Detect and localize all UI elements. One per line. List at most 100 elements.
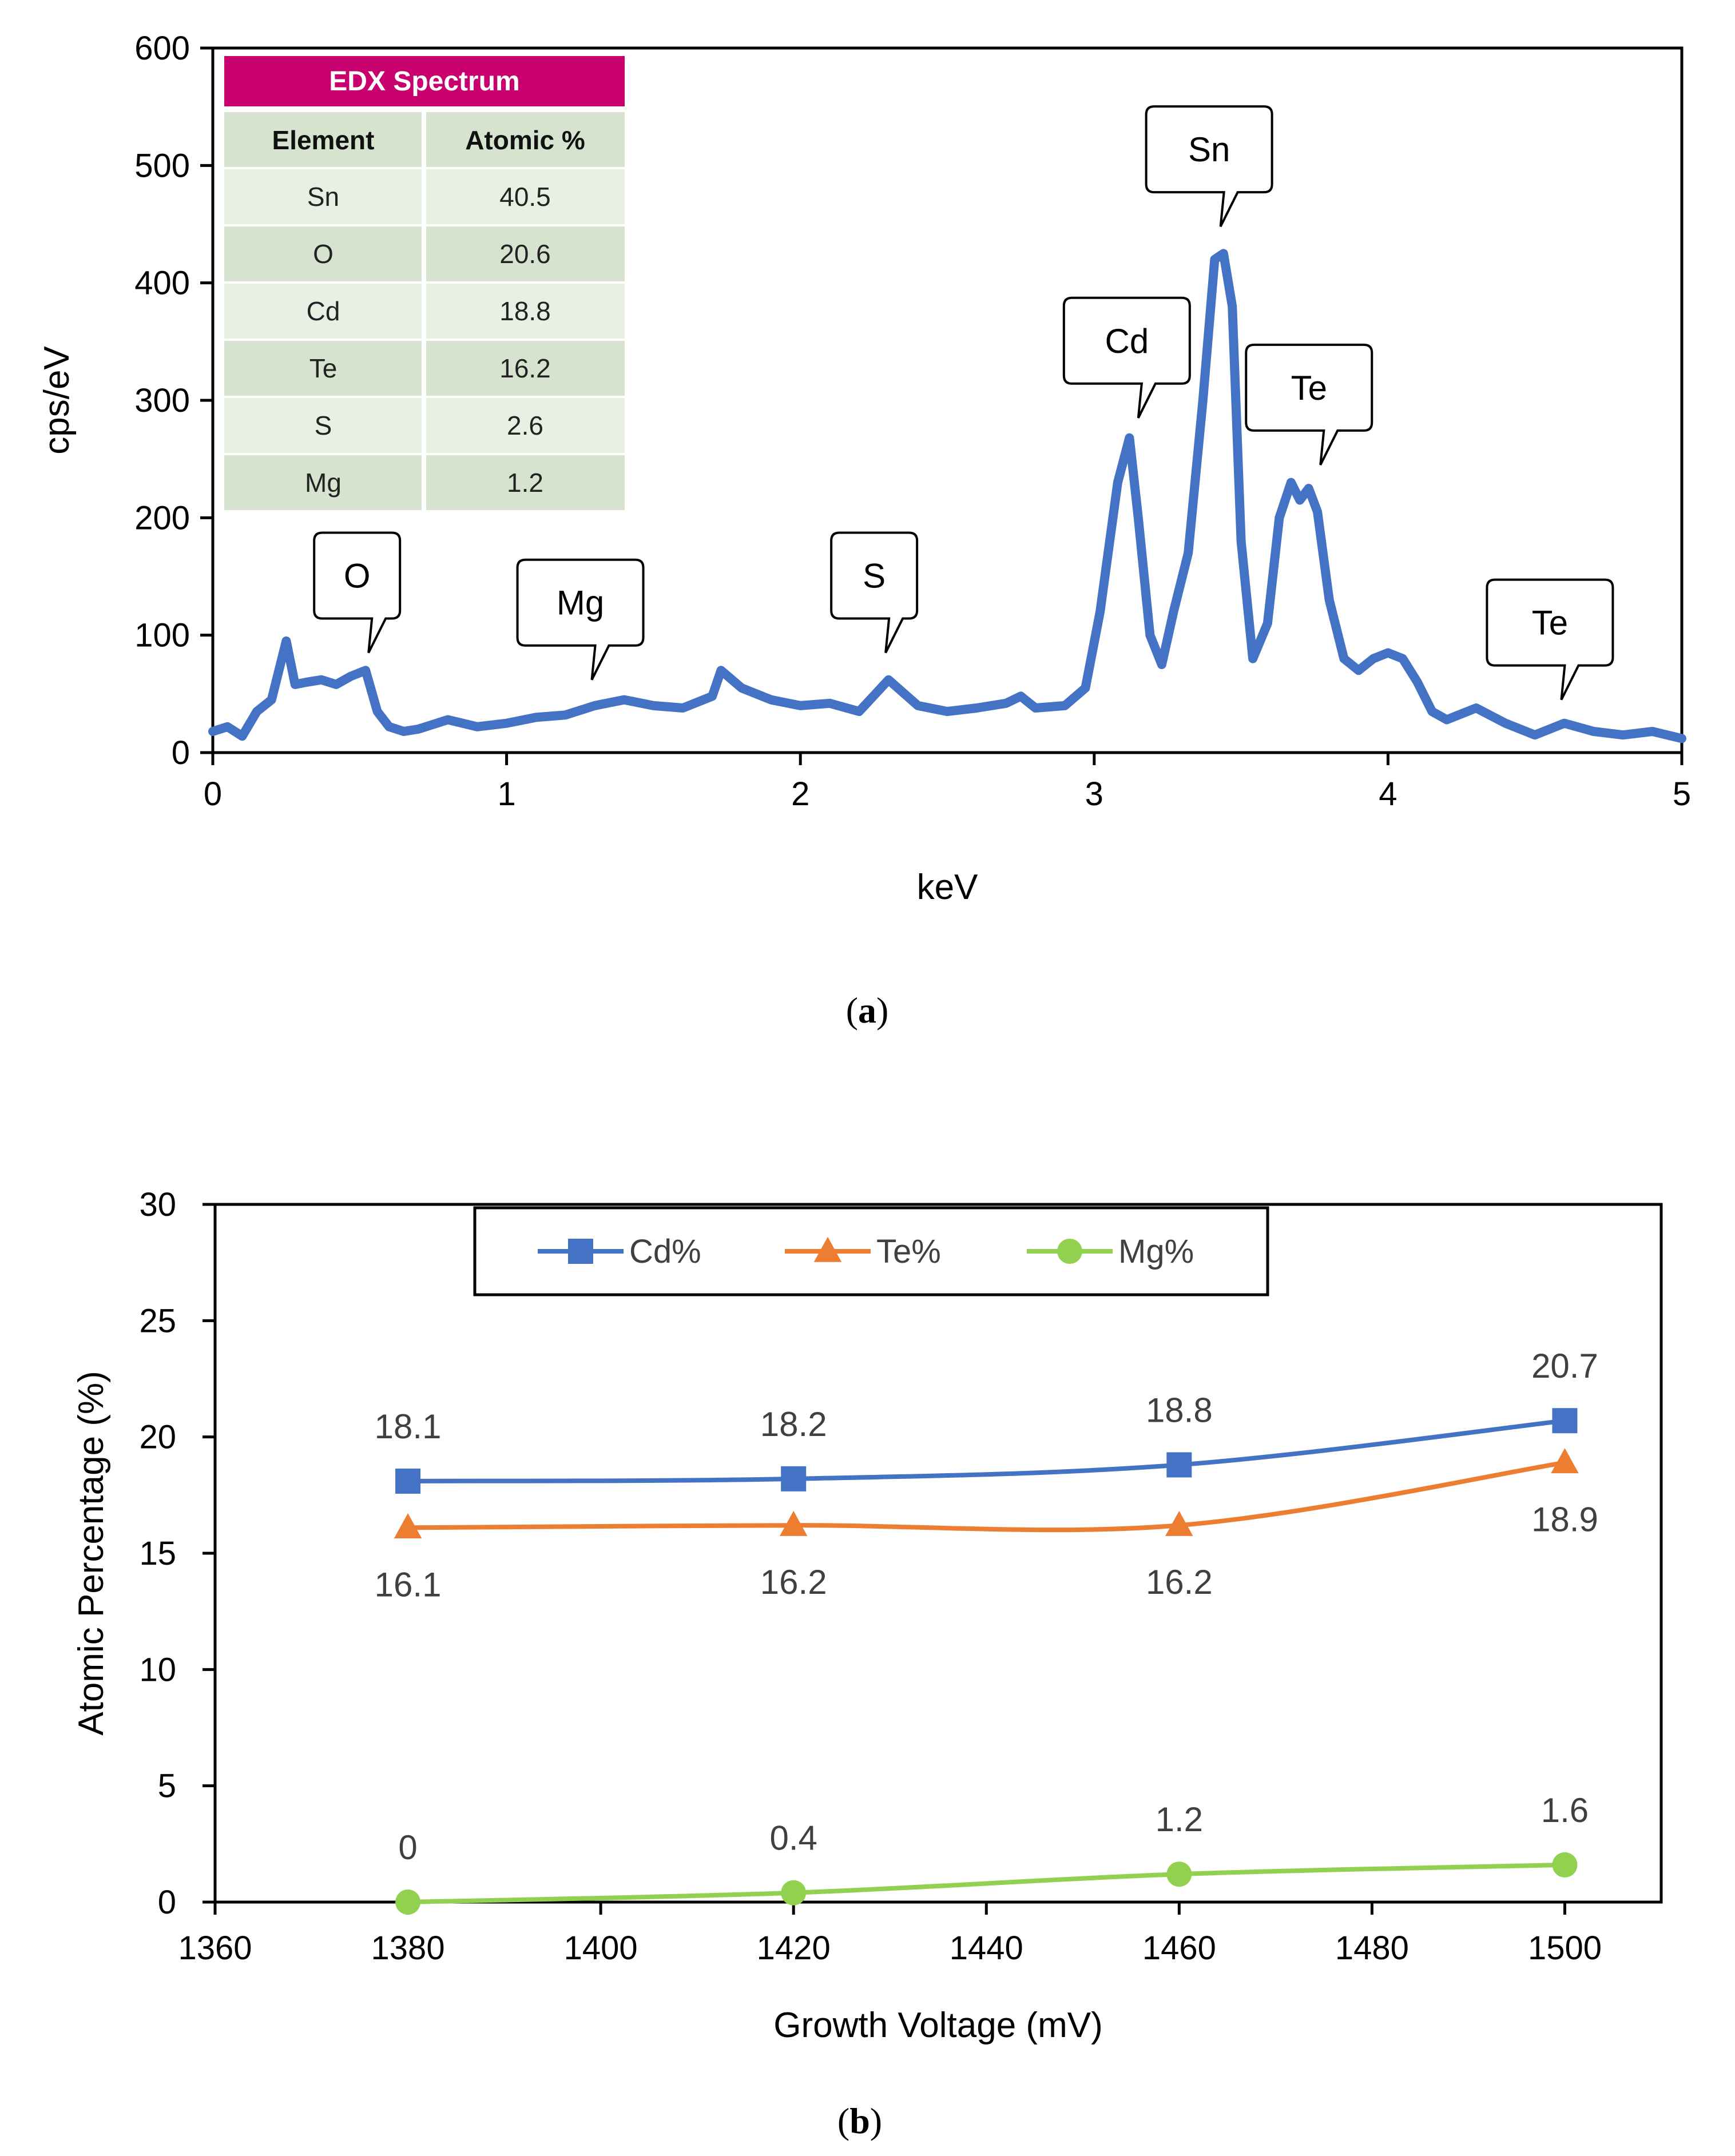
data-point-square-marker — [1166, 1452, 1192, 1478]
data-label: 0.4 — [769, 1819, 817, 1857]
legend-label: Cd% — [629, 1233, 701, 1270]
y-tick-label-b: 25 — [139, 1302, 176, 1339]
y-tick-label-a: 600 — [134, 30, 190, 67]
y-axis-title-b: Atomic Percentage (%) — [72, 1371, 111, 1735]
data-label: 0 — [398, 1828, 417, 1867]
inset-table-header-bg — [426, 112, 625, 167]
inset-table-cell-bg — [224, 455, 422, 510]
inset-table-row: Mg 1.2 — [224, 455, 625, 510]
inset-table-header-element: Element — [272, 125, 375, 155]
peak-callout: Sn — [1145, 105, 1273, 228]
y-tick-label-a: 300 — [134, 382, 190, 419]
inset-table-element: S — [315, 411, 332, 440]
y-tick-label-a: 100 — [134, 617, 190, 654]
x-tick-label-a: 2 — [791, 775, 809, 813]
inset-table-cell-bg — [224, 341, 422, 396]
inset-table-element: O — [313, 239, 333, 269]
panel-label-a: (a) — [846, 990, 889, 1031]
data-point-triangle-marker — [1551, 1448, 1579, 1474]
callout-bubble — [1062, 296, 1191, 419]
inset-table-cell-bg — [426, 169, 625, 224]
inset-table-row: Cd 18.8 — [224, 284, 625, 339]
inset-table-cell-bg — [224, 226, 422, 281]
inset-table-title-bar — [224, 56, 625, 106]
series-line — [408, 1418, 1565, 1483]
callout-label: Te — [1532, 604, 1568, 642]
callout-bubble — [516, 558, 645, 681]
data-point-circle-marker — [1166, 1861, 1192, 1887]
inset-table-atomic-percent: 40.5 — [499, 182, 551, 212]
legend: Cd% Te% Mg% — [473, 1206, 1269, 1296]
data-point-circle-marker — [1057, 1239, 1082, 1264]
y-tick-label-b: 0 — [158, 1884, 176, 1921]
y-tick-label-a: 400 — [134, 265, 190, 302]
data-point-triangle-marker — [780, 1510, 808, 1536]
x-tick-label-a: 4 — [1379, 775, 1397, 813]
data-point-circle-marker — [395, 1890, 421, 1915]
x-tick-label-b: 1400 — [564, 1930, 638, 1967]
inset-table-element: Mg — [305, 468, 342, 498]
y-tick-label-a: 0 — [172, 734, 190, 771]
inset-table-atomic-percent: 2.6 — [507, 411, 543, 440]
series-mg: 0 0.4 1.2 1.6 — [395, 1791, 1589, 1915]
y-axis-title-a: cps/eV — [37, 346, 77, 455]
inset-table-row: Sn 40.5 — [224, 169, 625, 224]
y-tick-label-b: 20 — [139, 1419, 176, 1456]
data-label: 20.7 — [1531, 1347, 1598, 1385]
peak-callout: O — [313, 531, 402, 654]
x-tick-label-a: 1 — [497, 775, 515, 813]
inset-table-cell-bg — [426, 341, 625, 396]
x-tick-label-a: 3 — [1085, 775, 1103, 813]
data-point-triangle-marker — [1165, 1510, 1193, 1536]
inset-table-cell-bg — [224, 169, 422, 224]
inset-table-cell-bg — [426, 398, 625, 453]
inset-table-row: S 2.6 — [224, 398, 625, 453]
spectrum-line — [208, 249, 1686, 743]
data-point-circle-marker — [781, 1880, 807, 1906]
data-point-triangle-marker — [813, 1236, 842, 1262]
peak-callout: Cd — [1062, 296, 1191, 419]
y-tick-label-a: 500 — [134, 147, 190, 184]
data-label: 1.6 — [1541, 1791, 1589, 1829]
y-tick-label-a: 200 — [134, 499, 190, 536]
x-axis-title-b: Growth Voltage (mV) — [773, 2006, 1102, 2045]
data-label: 16.2 — [760, 1563, 827, 1601]
y-tick-label-b: 30 — [139, 1186, 176, 1223]
inset-table-row: Te 16.2 — [224, 341, 625, 396]
peak-callout: Te — [1245, 343, 1373, 466]
data-point-square-marker — [781, 1466, 807, 1491]
peak-callout: Mg — [516, 558, 645, 681]
inset-table-atomic-percent: 18.8 — [499, 296, 551, 326]
data-point-circle-marker — [1552, 1852, 1578, 1877]
panel-label-b: (b) — [837, 2101, 882, 2141]
legend-label: Mg% — [1118, 1233, 1194, 1270]
x-tick-label-b: 1440 — [950, 1930, 1023, 1967]
data-point-square-marker — [395, 1468, 421, 1494]
callout-label: Te — [1291, 369, 1327, 407]
callout-label: S — [863, 556, 886, 595]
legend-entry: Cd% — [538, 1233, 701, 1270]
data-label: 18.1 — [375, 1407, 442, 1446]
data-label: 16.1 — [375, 1565, 442, 1604]
x-tick-label-a: 5 — [1673, 775, 1691, 813]
series-line — [408, 1862, 1565, 1904]
callout-label: Sn — [1188, 130, 1230, 169]
x-axis-title-a: keV — [917, 868, 978, 907]
callout-label: Mg — [557, 584, 604, 622]
data-label: 16.2 — [1146, 1563, 1213, 1601]
peak-callout: Te — [1486, 578, 1614, 701]
callout-bubble — [1145, 105, 1273, 228]
x-tick-label-b: 1360 — [178, 1930, 252, 1967]
legend-entry: Te% — [785, 1233, 941, 1270]
inset-table-element: Te — [309, 353, 338, 383]
inset-table-element: Cd — [307, 296, 340, 326]
series-cd: 18.1 18.2 18.8 20.7 — [375, 1347, 1598, 1494]
x-tick-label-b: 1500 — [1528, 1930, 1602, 1967]
y-tick-label-b: 10 — [139, 1651, 176, 1688]
peak-callout: S — [830, 531, 919, 654]
x-tick-label-b: 1420 — [757, 1930, 831, 1967]
inset-table-row: O 20.6 — [224, 226, 625, 281]
inset-table-element: Sn — [307, 182, 339, 212]
